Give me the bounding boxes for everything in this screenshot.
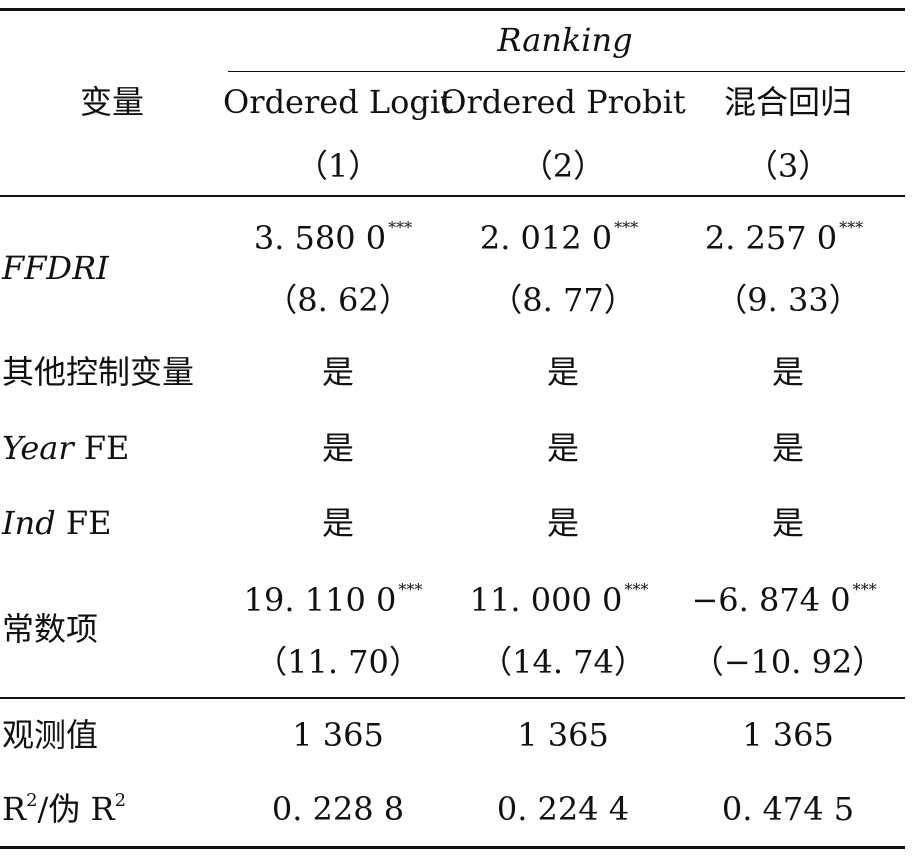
constant-coef-2: 11. 000 0 *** — [469, 580, 649, 619]
variable-header: 变量 — [80, 83, 145, 121]
year-fe-value-2: 是 — [546, 429, 580, 467]
ind-fe-value-3: 是 — [771, 504, 805, 542]
constant-coef-3: −6. 874 0 *** — [691, 580, 877, 619]
column-number-3: （3） — [745, 147, 831, 185]
controls-value-2: 是 — [546, 353, 580, 391]
constant-t-3: （−10. 92） — [691, 643, 885, 681]
ffdri-t-3: （9. 33） — [715, 281, 861, 319]
observations-value-3: 1 365 — [742, 716, 834, 754]
ffdri-coef-2: 2. 012 0 *** — [479, 218, 639, 257]
year-fe-value-3: 是 — [771, 429, 805, 467]
column-number-2: （2） — [520, 147, 606, 185]
header-rule — [0, 195, 905, 197]
ffdri-coef-3: 2. 257 0 *** — [704, 218, 864, 257]
row-label-controls: 其他控制变量 — [2, 353, 195, 391]
body-rule — [0, 697, 905, 699]
observations-value-2: 1 365 — [517, 716, 609, 754]
r2-value-3: 0. 474 5 — [721, 790, 855, 828]
constant-coef-1: 19. 110 0 *** — [243, 580, 423, 619]
column-name-2: Ordered Probit — [440, 83, 686, 121]
bottom-rule — [0, 846, 905, 849]
group-header: Ranking — [497, 21, 633, 59]
ind-fe-value-2: 是 — [546, 504, 580, 542]
ffdri-t-1: （8. 62） — [265, 281, 411, 319]
row-label-ffdri: FFDRI — [2, 249, 109, 287]
controls-value-3: 是 — [771, 353, 805, 391]
column-name-3: 混合回归 — [723, 83, 853, 121]
year-fe-value-1: 是 — [321, 429, 355, 467]
controls-value-1: 是 — [321, 353, 355, 391]
r2-value-1: 0. 228 8 — [271, 790, 405, 828]
row-label-r2: R2/伪 R2 — [2, 790, 127, 828]
observations-value-1: 1 365 — [292, 716, 384, 754]
r2-value-2: 0. 224 4 — [496, 790, 630, 828]
top-rule — [0, 8, 905, 11]
column-name-1: Ordered Logit — [223, 83, 453, 121]
row-label-ind-fe: Ind FE — [2, 504, 112, 542]
row-label-observations: 观测值 — [2, 716, 99, 754]
ind-fe-value-1: 是 — [321, 504, 355, 542]
row-label-year-fe: Year FE — [2, 429, 130, 467]
ffdri-t-2: （8. 77） — [490, 281, 636, 319]
row-label-constant: 常数项 — [2, 610, 99, 648]
constant-t-2: （14. 74） — [480, 643, 646, 681]
column-number-1: （1） — [295, 147, 381, 185]
group-rule — [228, 71, 905, 72]
ffdri-coef-1: 3. 580 0 *** — [253, 218, 413, 257]
constant-t-1: （11. 70） — [255, 643, 421, 681]
